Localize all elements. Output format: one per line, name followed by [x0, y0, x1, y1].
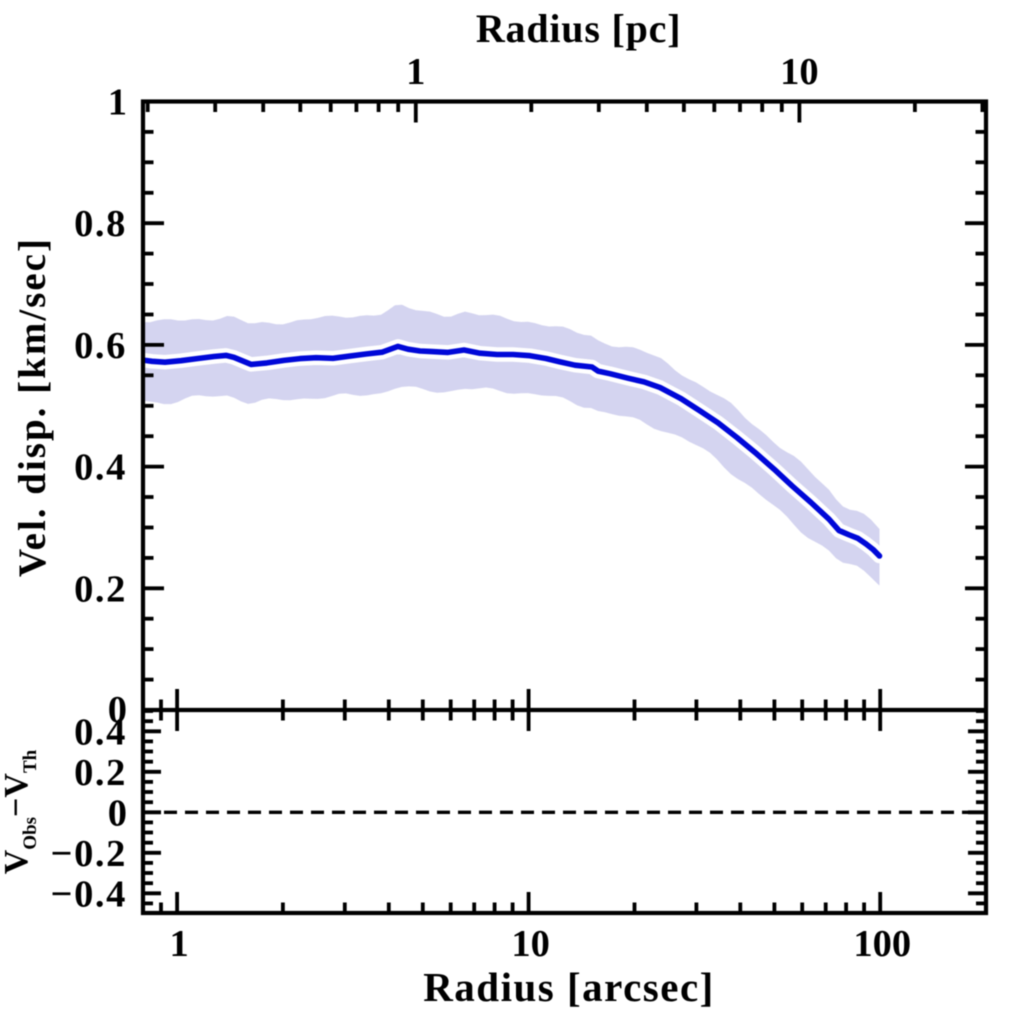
svg-text:Radius [arcsec]: Radius [arcsec] — [423, 964, 715, 1010]
svg-text:VObs−VTh: VObs−VTh — [0, 749, 41, 874]
svg-text:1: 1 — [108, 82, 127, 124]
svg-text:−0.2: −0.2 — [51, 833, 127, 875]
svg-text:0.2: 0.2 — [74, 752, 127, 794]
svg-text:1: 1 — [406, 51, 425, 93]
svg-text:100: 100 — [853, 923, 911, 965]
svg-text:Vel. disp. [km/sec]: Vel. disp. [km/sec] — [11, 237, 54, 577]
svg-text:10: 10 — [780, 51, 819, 93]
svg-text:Radius [pc]: Radius [pc] — [476, 6, 682, 51]
svg-text:10: 10 — [511, 923, 550, 965]
svg-text:0.4: 0.4 — [74, 711, 127, 753]
svg-text:0: 0 — [108, 792, 127, 834]
svg-text:0.8: 0.8 — [74, 203, 127, 245]
svg-text:1: 1 — [169, 923, 188, 965]
svg-text:0.2: 0.2 — [74, 568, 127, 610]
svg-text:0.4: 0.4 — [74, 447, 127, 489]
svg-text:−0.4: −0.4 — [51, 873, 127, 915]
svg-text:0: 0 — [108, 689, 127, 731]
svg-text:0.6: 0.6 — [74, 325, 127, 367]
